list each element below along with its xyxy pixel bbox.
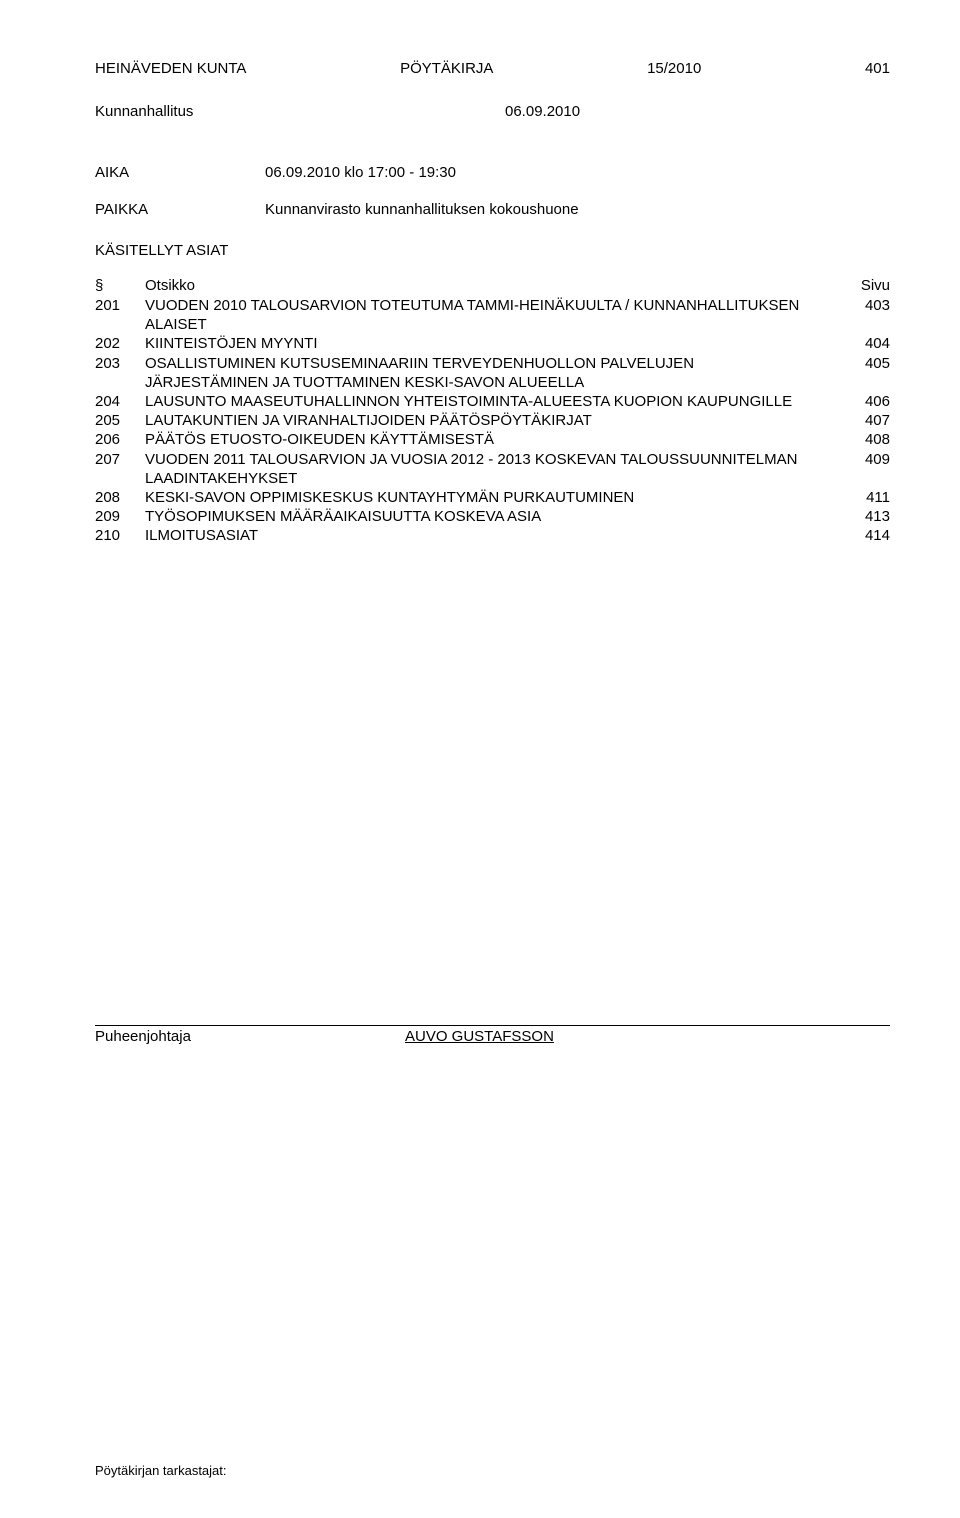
header-row: HEINÄVEDEN KUNTA PÖYTÄKIRJA 15/2010 401: [95, 60, 890, 77]
header-docnum: 15/2010: [647, 60, 711, 77]
agenda-title: VUODEN 2010 TALOUSARVION TOTEUTUMA TAMMI…: [145, 296, 830, 334]
aika-label: AIKA: [95, 164, 265, 181]
agenda-title: LAUSUNTO MAASEUTUHALLINNON YHTEISTOIMINT…: [145, 392, 830, 411]
agenda-page: 406: [830, 392, 890, 411]
agenda-page: 409: [830, 450, 890, 488]
agenda-title: ILMOITUSASIAT: [145, 526, 830, 545]
agenda-num: 208: [95, 488, 145, 507]
agenda-page: 411: [830, 488, 890, 507]
chair-label: Puheenjohtaja: [95, 1028, 405, 1045]
col-head-section: §: [95, 277, 145, 294]
agenda-row: 207VUODEN 2011 TALOUSARVION JA VUOSIA 20…: [95, 450, 890, 488]
agenda-row: 202KIINTEISTÖJEN MYYNTI404: [95, 334, 890, 353]
footer-left: Pöytäkirjan tarkastajat:: [95, 1463, 227, 1478]
agenda-page: 407: [830, 411, 890, 430]
agenda-num: 207: [95, 450, 145, 488]
agenda-row: 210ILMOITUSASIAT414: [95, 526, 890, 545]
agenda-page: 414: [830, 526, 890, 545]
agenda-row: 208KESKI-SAVON OPPIMISKESKUS KUNTAYHTYMÄ…: [95, 488, 890, 507]
subheader-body: Kunnanhallitus: [95, 103, 505, 120]
agenda-page: 408: [830, 430, 890, 449]
chair-name: AUVO GUSTAFSSON: [405, 1028, 554, 1045]
page-container: HEINÄVEDEN KUNTA PÖYTÄKIRJA 15/2010 401 …: [0, 0, 960, 1518]
agenda-num: 205: [95, 411, 145, 430]
agenda-page: 413: [830, 507, 890, 526]
subheader-row: Kunnanhallitus 06.09.2010: [95, 103, 890, 120]
agenda-title: LAUTAKUNTIEN JA VIRANHALTIJOIDEN PÄÄTÖSP…: [145, 411, 830, 430]
agenda-title: KIINTEISTÖJEN MYYNTI: [145, 334, 830, 353]
agenda-table-head: § Otsikko Sivu: [95, 277, 890, 294]
agenda-row: 204LAUSUNTO MAASEUTUHALLINNON YHTEISTOIM…: [95, 392, 890, 411]
agenda-num: 206: [95, 430, 145, 449]
agenda-list: 201VUODEN 2010 TALOUSARVION TOTEUTUMA TA…: [95, 296, 890, 545]
agenda-num: 201: [95, 296, 145, 334]
agenda-title: VUODEN 2011 TALOUSARVION JA VUOSIA 2012 …: [145, 450, 830, 488]
agenda-row: 205LAUTAKUNTIEN JA VIRANHALTIJOIDEN PÄÄT…: [95, 411, 890, 430]
agenda-title: OSALLISTUMINEN KUTSUSEMINAARIIN TERVEYDE…: [145, 354, 830, 392]
agenda-row: 201VUODEN 2010 TALOUSARVION TOTEUTUMA TA…: [95, 296, 890, 334]
agenda-page: 403: [830, 296, 890, 334]
agenda-title: TYÖSOPIMUKSEN MÄÄRÄAIKAISUUTTA KOSKEVA A…: [145, 507, 830, 526]
agenda-num: 202: [95, 334, 145, 353]
kasitellyt-heading: KÄSITELLYT ASIAT: [95, 242, 890, 259]
header-pagenum: 401: [865, 60, 890, 77]
agenda-page: 404: [830, 334, 890, 353]
agenda-num: 203: [95, 354, 145, 392]
agenda-page: 405: [830, 354, 890, 392]
header-org: HEINÄVEDEN KUNTA: [95, 60, 246, 77]
paikka-row: PAIKKA Kunnanvirasto kunnanhallituksen k…: [95, 201, 890, 218]
agenda-title: PÄÄTÖS ETUOSTO-OIKEUDEN KÄYTTÄMISESTÄ: [145, 430, 830, 449]
agenda-num: 210: [95, 526, 145, 545]
col-head-page: Sivu: [830, 277, 890, 294]
agenda-num: 204: [95, 392, 145, 411]
agenda-title: KESKI-SAVON OPPIMISKESKUS KUNTAYHTYMÄN P…: [145, 488, 830, 507]
chair-line: Puheenjohtaja AUVO GUSTAFSSON: [95, 1025, 890, 1045]
agenda-row: 206PÄÄTÖS ETUOSTO-OIKEUDEN KÄYTTÄMISESTÄ…: [95, 430, 890, 449]
subheader-date: 06.09.2010: [505, 103, 580, 120]
agenda-num: 209: [95, 507, 145, 526]
header-doctype: PÖYTÄKIRJA: [400, 60, 493, 77]
paikka-label: PAIKKA: [95, 201, 265, 218]
aika-value: 06.09.2010 klo 17:00 - 19:30: [265, 164, 456, 181]
paikka-value: Kunnanvirasto kunnanhallituksen kokoushu…: [265, 201, 579, 218]
aika-row: AIKA 06.09.2010 klo 17:00 - 19:30: [95, 164, 890, 181]
col-head-title: Otsikko: [145, 277, 830, 294]
agenda-row: 203OSALLISTUMINEN KUTSUSEMINAARIIN TERVE…: [95, 354, 890, 392]
agenda-row: 209TYÖSOPIMUKSEN MÄÄRÄAIKAISUUTTA KOSKEV…: [95, 507, 890, 526]
